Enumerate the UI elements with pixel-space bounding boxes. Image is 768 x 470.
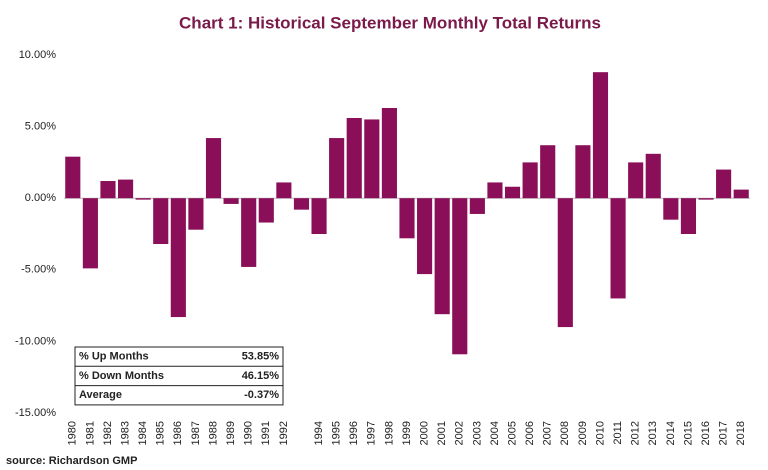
y-tick-label: 5.00% bbox=[25, 121, 56, 133]
x-tick-label: 2004 bbox=[489, 421, 501, 445]
bar bbox=[153, 198, 169, 245]
x-tick-label: 2013 bbox=[647, 421, 659, 445]
bar bbox=[557, 198, 573, 328]
bar bbox=[487, 182, 503, 199]
bar bbox=[205, 138, 222, 199]
x-tick-label: 1994 bbox=[313, 421, 325, 445]
bar bbox=[381, 107, 397, 199]
y-tick-label: -5.00% bbox=[21, 264, 56, 276]
bar bbox=[716, 169, 732, 199]
x-tick-label: 2005 bbox=[506, 421, 518, 445]
bar bbox=[733, 189, 749, 199]
y-tick-label: -10.00% bbox=[15, 335, 56, 347]
bar bbox=[522, 162, 538, 199]
bar bbox=[592, 72, 609, 199]
table-value: -0.37% bbox=[244, 389, 279, 401]
x-tick-label: 1995 bbox=[331, 421, 343, 445]
x-tick-label: 1999 bbox=[401, 421, 413, 445]
x-tick-label: 2009 bbox=[577, 421, 589, 445]
x-tick-label: 2014 bbox=[665, 421, 677, 445]
x-tick-label: 2018 bbox=[735, 421, 747, 445]
x-tick-label: 1996 bbox=[348, 421, 360, 445]
bar bbox=[293, 198, 310, 210]
bar bbox=[188, 198, 204, 230]
bar bbox=[82, 198, 98, 269]
bar bbox=[540, 145, 556, 199]
x-tick-label: 2008 bbox=[559, 421, 571, 445]
bar bbox=[329, 138, 345, 199]
x-tick-label: 1989 bbox=[225, 421, 237, 445]
table-label: % Down Months bbox=[79, 370, 164, 382]
bar bbox=[65, 156, 81, 199]
bar bbox=[258, 198, 274, 223]
x-tick-label: 2012 bbox=[630, 421, 642, 445]
x-tick-label: 1984 bbox=[137, 421, 149, 445]
bar bbox=[698, 198, 714, 200]
x-tick-label: 1985 bbox=[155, 421, 167, 445]
bar bbox=[610, 198, 626, 299]
chart-title: Chart 1: Historical September Monthly To… bbox=[179, 13, 601, 32]
bar bbox=[346, 118, 362, 199]
x-tick-label: 2000 bbox=[418, 421, 430, 445]
x-tick-label: 2017 bbox=[718, 421, 730, 445]
y-tick-label: -15.00% bbox=[15, 407, 56, 419]
bar bbox=[399, 198, 415, 239]
bar bbox=[645, 153, 661, 199]
x-tick-label: 1981 bbox=[84, 421, 96, 445]
x-tick-label: 1997 bbox=[366, 421, 378, 445]
bar bbox=[628, 162, 644, 199]
bar bbox=[100, 181, 116, 199]
bar bbox=[434, 198, 450, 315]
x-tick-label: 2016 bbox=[700, 421, 712, 445]
y-tick-label: 0.00% bbox=[25, 192, 56, 204]
x-tick-label: 1987 bbox=[190, 421, 202, 445]
source: source: Richardson GMP bbox=[6, 455, 137, 467]
bar bbox=[241, 198, 257, 267]
bar bbox=[452, 198, 468, 355]
x-tick-label: 2010 bbox=[594, 421, 606, 445]
bar bbox=[469, 198, 485, 214]
x-tick-label: 1988 bbox=[207, 421, 219, 445]
bar bbox=[118, 179, 134, 199]
bar bbox=[276, 182, 292, 199]
x-tick-label: 2003 bbox=[471, 421, 483, 445]
table-box bbox=[74, 346, 284, 406]
bar bbox=[680, 198, 696, 234]
table-value: 53.85% bbox=[242, 351, 280, 363]
x-tick-label: 1990 bbox=[243, 421, 255, 445]
bar bbox=[364, 119, 380, 199]
bar bbox=[311, 198, 327, 234]
bar bbox=[417, 198, 433, 275]
table-label: % Up Months bbox=[79, 351, 149, 363]
x-tick-label: 1982 bbox=[102, 421, 114, 445]
x-tick-label: 1980 bbox=[67, 421, 79, 445]
bar bbox=[170, 198, 186, 318]
x-tick-label: 2002 bbox=[454, 421, 466, 445]
x-tick-label: 1983 bbox=[119, 421, 131, 445]
bar bbox=[223, 198, 239, 204]
table-value: 46.15% bbox=[242, 370, 280, 382]
x-tick-label: 1992 bbox=[278, 421, 290, 445]
bar bbox=[135, 198, 151, 200]
bar bbox=[575, 145, 591, 199]
x-tick-label: 2001 bbox=[436, 421, 448, 445]
table-label: Average bbox=[79, 389, 122, 401]
x-tick-label: 2006 bbox=[524, 421, 536, 445]
x-tick-label: 2011 bbox=[612, 421, 624, 445]
x-tick-label: 1998 bbox=[383, 421, 395, 445]
x-tick-label: 1986 bbox=[172, 421, 184, 445]
x-tick-label: 1991 bbox=[260, 421, 272, 445]
bar bbox=[663, 198, 679, 220]
y-tick-label: 10.00% bbox=[19, 49, 57, 61]
x-tick-label: 2015 bbox=[682, 421, 694, 445]
bar bbox=[504, 186, 521, 199]
x-tick-label: 2007 bbox=[542, 421, 554, 445]
